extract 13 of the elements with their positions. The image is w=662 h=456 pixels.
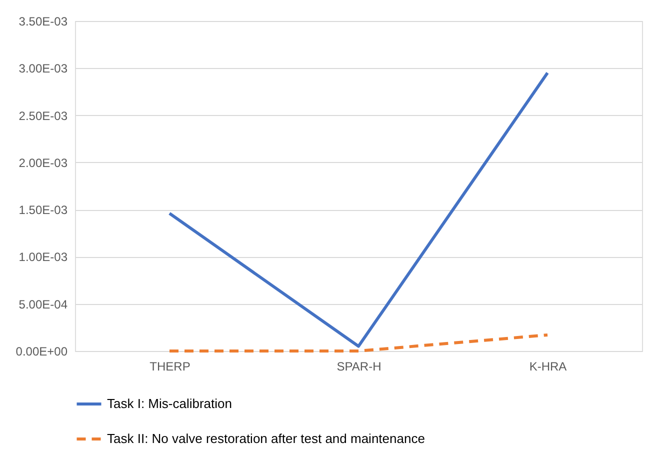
x-tick-label: THERP <box>150 360 190 374</box>
y-tick-label: 5.00E-04 <box>18 297 68 312</box>
x-tick-label: K-HRA <box>529 360 567 374</box>
y-tick-label: 3.00E-03 <box>18 62 68 76</box>
x-tick-label: SPAR-H <box>336 360 382 374</box>
y-tick-label: 0.00E+00 <box>16 344 68 358</box>
legend-label: Task I: Mis-calibration <box>107 396 232 411</box>
legend-label: Task II: No valve restoration after test and maintenance <box>107 431 425 446</box>
y-tick-label: 2.00E-03 <box>18 156 68 170</box>
y-tick-label: 1.50E-03 <box>18 203 68 218</box>
y-tick-label: 2.50E-03 <box>18 108 68 123</box>
y-tick-label: 1.00E-03 <box>18 250 68 264</box>
y-tick-label: 3.50E-03 <box>18 14 68 28</box>
